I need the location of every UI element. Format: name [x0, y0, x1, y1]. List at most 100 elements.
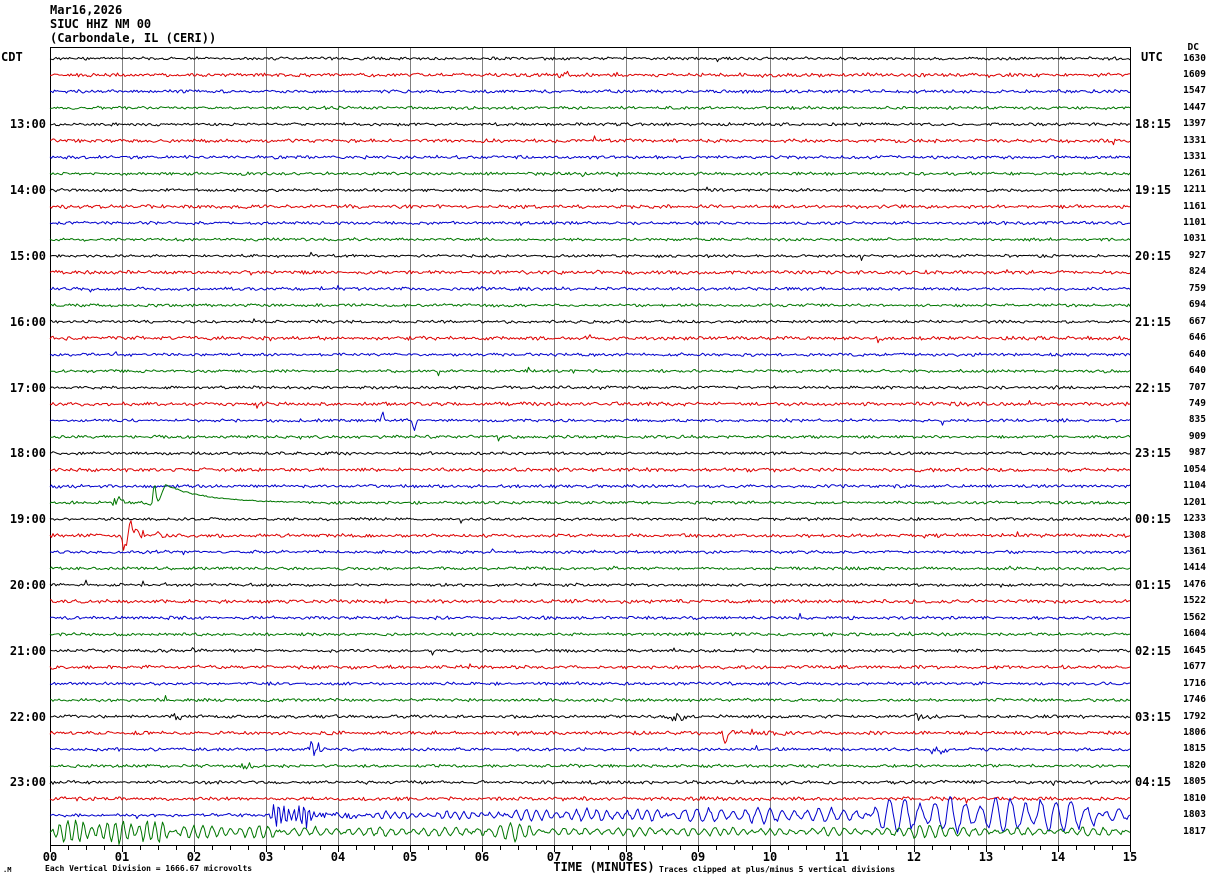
cdt-hour-label: 19:00 [9, 512, 46, 527]
cdt-hour-label: 15:00 [9, 248, 46, 263]
minute-tick-label: 06 [474, 850, 490, 864]
dc-offset-value: 640 [1188, 365, 1206, 377]
cdt-hour-label: 20:00 [9, 577, 46, 592]
trace-row-44-2300cdt [49, 779, 1131, 786]
trace-row-30-1930cdt [49, 548, 1131, 556]
trace-row-3-1245cdt [49, 105, 1131, 111]
minute-tick-label: 13 [978, 850, 994, 864]
trace-row-21-1715cdt [49, 400, 1131, 409]
utc-time-label: 20:15 [1135, 248, 1172, 263]
trace-row-34-2030cdt [49, 612, 1131, 621]
dc-offset-value: 640 [1188, 348, 1206, 360]
trace-row-0-1200cdt [49, 56, 1131, 63]
cdt-hour-label: 16:00 [9, 314, 46, 329]
dc-offset-value: 1810 [1183, 792, 1206, 804]
cdt-hour-label: 18:00 [9, 446, 46, 461]
dc-offset-value: 1104 [1183, 480, 1206, 492]
minute-tick-label: 02 [186, 850, 202, 864]
dc-offset-value: 1414 [1183, 562, 1206, 574]
dc-offset-value: 1211 [1183, 184, 1206, 196]
dc-offset-value: 927 [1188, 249, 1206, 261]
dc-offset-value: 1397 [1183, 118, 1206, 130]
right-timezone-label: UTC [1141, 50, 1163, 64]
dc-offset-value: 1815 [1183, 743, 1206, 755]
trace-row-45-2315cdt [49, 796, 1130, 804]
utc-time-label: 19:15 [1135, 183, 1172, 198]
trace-row-23-1745cdt [50, 434, 1131, 442]
dc-offset-value: 1820 [1183, 759, 1206, 771]
dc-offset-value: 1746 [1183, 694, 1206, 706]
trace-row-26-1830cdt [49, 483, 1131, 489]
trace-row-37-2115cdt [49, 663, 1131, 670]
minute-tick-label: 11 [834, 850, 850, 864]
minute-tick-label: 08 [618, 850, 634, 864]
utc-time-label: 23:15 [1135, 446, 1172, 461]
trace-row-29-1915cdt [49, 520, 1131, 551]
title-station: SIUC HHZ NM 00 [50, 17, 152, 31]
trace-row-25-1815cdt [49, 467, 1131, 473]
minute-tick-label: 14 [1050, 850, 1066, 864]
minute-tick-label: 09 [690, 850, 706, 864]
utc-time-label: 18:15 [1135, 117, 1172, 132]
dc-offset-value: 759 [1188, 282, 1206, 294]
trace-row-8-1400cdt [49, 186, 1131, 193]
trace-row-41-2215cdt [49, 728, 1131, 744]
dc-offset-value: 835 [1188, 414, 1206, 426]
trace-row-22-1730cdt [49, 411, 1131, 431]
trace-row-17-1615cdt [49, 334, 1131, 344]
dc-column-header: DC [1187, 42, 1199, 53]
dc-offset-value: 1645 [1183, 644, 1206, 656]
dc-offset-value: 749 [1188, 397, 1206, 409]
dc-offset-value: 1677 [1183, 661, 1206, 673]
dc-offset-value: 1476 [1183, 578, 1206, 590]
utc-time-label: 21:15 [1135, 314, 1172, 329]
dc-offset-value: 1817 [1183, 825, 1206, 837]
x-axis-title: TIME (MINUTES) [553, 860, 655, 874]
trace-row-16-1600cdt [49, 318, 1131, 324]
utc-time-label: 04:15 [1135, 775, 1172, 790]
dc-offset-value: 1308 [1183, 529, 1206, 541]
minute-tick-label: 12 [906, 850, 922, 864]
footer-clip-note: Traces clipped at plus/minus 5 vertical … [659, 865, 896, 874]
utc-time-label: 03:15 [1135, 709, 1172, 724]
trace-row-6-1330cdt [49, 154, 1131, 160]
dc-offset-value: 1792 [1183, 710, 1206, 722]
left-timezone-label: CDT [1, 50, 23, 64]
utc-time-label: 01:15 [1135, 577, 1172, 592]
trace-row-19-1645cdt [49, 366, 1131, 377]
trace-row-18-1630cdt [49, 351, 1131, 357]
trace-row-39-2145cdt [49, 695, 1131, 703]
trace-row-47-2345cdt [49, 819, 1131, 845]
trace-row-9-1415cdt [49, 204, 1130, 210]
watermark: .M [3, 866, 12, 874]
dc-offset-value: 1054 [1183, 463, 1206, 475]
minute-tick-label: 04 [330, 850, 346, 864]
trace-row-4-1300cdt [49, 122, 1131, 127]
utc-time-label: 22:15 [1135, 380, 1172, 395]
cdt-hour-label: 14:00 [9, 183, 46, 198]
cdt-hour-label: 22:00 [9, 709, 46, 724]
dc-offset-value: 1101 [1183, 217, 1206, 228]
trace-row-10-1430cdt [49, 220, 1130, 226]
dc-offset-value: 1201 [1183, 496, 1206, 508]
dc-offset-value: 1361 [1183, 546, 1206, 557]
dc-offset-value: 1447 [1183, 101, 1206, 113]
dc-offset-value: 1562 [1183, 611, 1206, 623]
minute-tick-label: 10 [762, 850, 778, 864]
minute-tick-label: 01 [114, 850, 130, 864]
trace-row-31-1945cdt [49, 565, 1131, 571]
minute-tick-label: 07 [546, 850, 562, 864]
dc-offset-value: 1806 [1183, 726, 1206, 738]
footer-scale-note: Each Vertical Division = 1666.67 microvo… [45, 864, 253, 873]
cdt-hour-label: 23:00 [9, 775, 46, 790]
dc-offset-value: 1161 [1183, 200, 1206, 212]
minute-tick-label: 05 [402, 850, 418, 864]
title-location: (Carbondale, IL (CERI)) [50, 31, 217, 45]
dc-offset-value: 1805 [1183, 776, 1206, 788]
dc-offset-value: 1522 [1183, 595, 1206, 607]
dc-offset-value: 646 [1188, 332, 1206, 344]
dc-offset-value: 1547 [1183, 85, 1206, 97]
trace-row-12-1500cdt [49, 251, 1131, 261]
trace-row-28-1900cdt [49, 516, 1131, 524]
